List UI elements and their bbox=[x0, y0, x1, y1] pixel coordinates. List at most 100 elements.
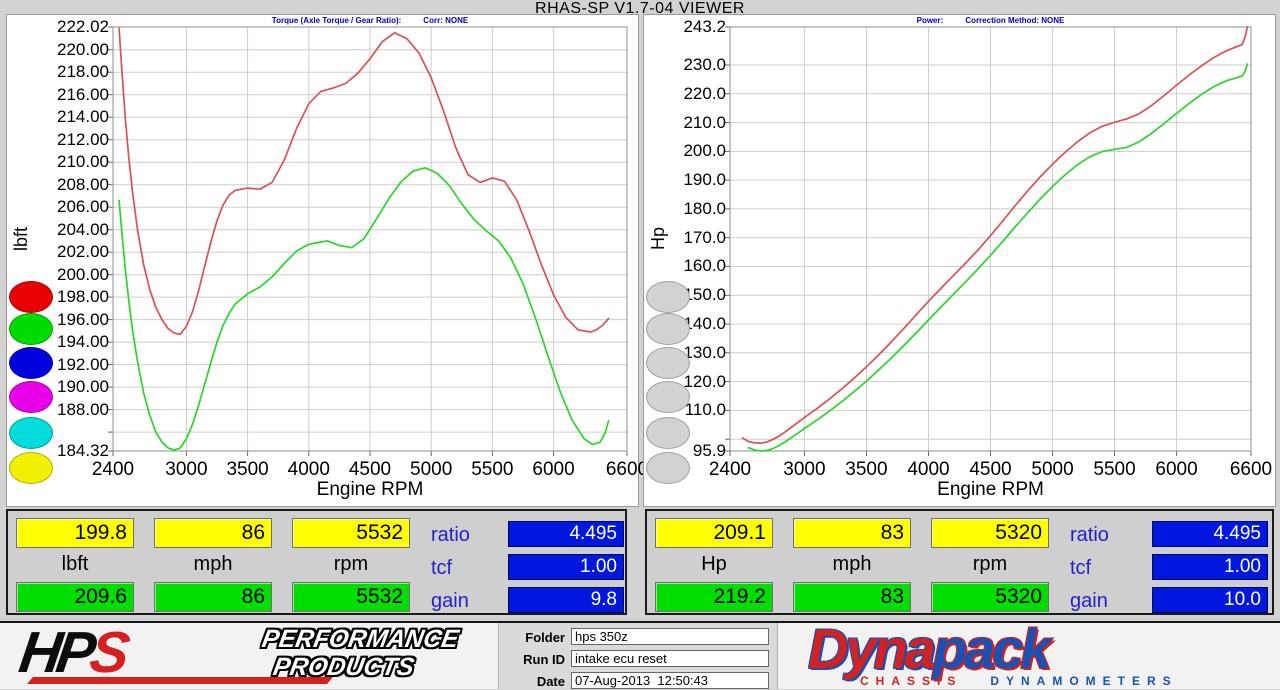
torque-series-green bbox=[118, 166, 610, 451]
date-label: Date bbox=[536, 674, 565, 689]
torque-header-label: Torque (Axle Torque / Gear Ratio): bbox=[271, 16, 402, 25]
x-tick-label: 6600 bbox=[1229, 459, 1273, 480]
torque-unit-label: lbft bbox=[61, 553, 89, 575]
power-plot-area[interactable] bbox=[725, 26, 1252, 456]
x-tick-label: 4000 bbox=[907, 459, 950, 480]
x-tick-label: 3000 bbox=[783, 459, 826, 480]
power-run2-mph: 83 bbox=[793, 582, 911, 612]
y-tick-label: 196.00 bbox=[57, 309, 109, 329]
x-tick-label: 4500 bbox=[969, 459, 1012, 480]
power-chart-header: Power: Correction Method: NONE bbox=[730, 16, 1251, 25]
y-tick-label: 192.00 bbox=[57, 354, 109, 374]
power-series-red bbox=[741, 26, 1249, 445]
gain-label: gain bbox=[431, 590, 469, 612]
x-tick-label: 4000 bbox=[287, 459, 330, 480]
tcf-value: 1.00 bbox=[1152, 554, 1268, 580]
dynapack-chassis-text: CHASSIS bbox=[860, 674, 963, 688]
channel-button-red[interactable] bbox=[9, 281, 53, 313]
torque-run2-value: 209.6 bbox=[16, 582, 134, 612]
y-tick-label: 198.00 bbox=[57, 287, 109, 307]
torque-chart-header: Torque (Axle Torque / Gear Ratio): Corr: … bbox=[113, 16, 627, 25]
y-tick-label: 180.0 bbox=[683, 198, 726, 218]
channel-button-gray-4[interactable] bbox=[646, 381, 690, 413]
channel-button-gray-6[interactable] bbox=[646, 452, 690, 484]
torque-chart-panel: Torque (Axle Torque / Gear Ratio): Corr: … bbox=[6, 14, 648, 507]
run-id-input[interactable] bbox=[571, 650, 769, 667]
app-title: RHAS-SP V1.7-04 VIEWER bbox=[535, 0, 745, 16]
y-tick-label: 216.00 bbox=[57, 84, 109, 104]
tcf-label: tcf bbox=[1070, 557, 1092, 579]
date-input[interactable] bbox=[571, 672, 769, 689]
y-tick-label: 160.0 bbox=[683, 256, 726, 276]
x-tick-label: 3500 bbox=[845, 459, 888, 480]
power-unit-label: Hp bbox=[701, 553, 727, 575]
x-tick-label: 6000 bbox=[1155, 459, 1198, 480]
channel-button-gray-1[interactable] bbox=[646, 281, 690, 313]
x-tick-label: 5000 bbox=[1031, 459, 1074, 480]
hps-hp-text: HP bbox=[15, 620, 96, 685]
channel-button-magenta[interactable] bbox=[9, 381, 53, 413]
torque-run1-mph: 86 bbox=[154, 518, 272, 548]
dynapack-pack-text: pack bbox=[932, 617, 1052, 680]
channel-button-gray-5[interactable] bbox=[646, 417, 690, 449]
power-corr-label: Correction Method: NONE bbox=[965, 16, 1065, 25]
ratio-value: 4.495 bbox=[1152, 521, 1268, 547]
y-tick-label: 206.00 bbox=[57, 197, 109, 217]
y-tick-label: 222.02 bbox=[57, 17, 109, 36]
power-header-label: Power: bbox=[916, 16, 944, 25]
footer: HPS PERFORMANCE PRODUCTS Folder Run ID D… bbox=[0, 617, 1280, 690]
y-tick-label: 95.9 bbox=[692, 441, 726, 460]
ratio-label: ratio bbox=[431, 524, 470, 546]
y-tick-label: 230.0 bbox=[683, 54, 726, 74]
y-tick-label: 184.32 bbox=[57, 441, 109, 460]
tcf-value: 1.00 bbox=[508, 554, 624, 580]
torque-x-axis-title: Engine RPM bbox=[316, 479, 424, 500]
dynapack-logo: Dynapack CHASSIS DYNAMOMETERS bbox=[808, 617, 1278, 690]
x-tick-label: 5500 bbox=[1093, 459, 1136, 480]
y-tick-label: 204.00 bbox=[57, 219, 109, 239]
folder-input[interactable] bbox=[571, 628, 769, 645]
torque-series-red bbox=[118, 27, 610, 336]
y-tick-label: 140.0 bbox=[683, 314, 726, 334]
channel-button-gray-3[interactable] bbox=[646, 347, 690, 379]
y-tick-label: 170.0 bbox=[683, 227, 726, 247]
y-tick-label: 218.00 bbox=[57, 62, 109, 82]
torque-run1-rpm: 5532 bbox=[292, 518, 410, 548]
y-tick-label: 220.00 bbox=[57, 39, 109, 59]
torque-y-axis-title: lbft bbox=[11, 227, 31, 252]
title-bar: RHAS-SP V1.7-04 VIEWER bbox=[0, 0, 1280, 16]
dynapack-logo-text: Dynapack bbox=[808, 616, 1052, 681]
ratio-value: 4.495 bbox=[508, 521, 624, 547]
y-tick-label: 212.00 bbox=[57, 129, 109, 149]
channel-button-blue[interactable] bbox=[9, 347, 53, 379]
mph-unit-label: mph bbox=[832, 553, 872, 575]
y-tick-label: 202.00 bbox=[57, 242, 109, 262]
torque-run2-mph: 86 bbox=[154, 582, 272, 612]
x-tick-label: 2400 bbox=[708, 459, 752, 480]
torque-run2-rpm: 5532 bbox=[292, 582, 410, 612]
torque-plot-area[interactable] bbox=[108, 26, 628, 456]
channel-button-gray-2[interactable] bbox=[646, 313, 690, 345]
hps-logo: HPS PERFORMANCE PRODUCTS bbox=[15, 620, 480, 687]
x-tick-label: 5000 bbox=[410, 459, 453, 480]
y-tick-label: 120.0 bbox=[683, 371, 726, 391]
y-tick-label: 220.0 bbox=[683, 83, 726, 103]
dynapack-dynamometers-text: DYNAMOMETERS bbox=[990, 674, 1178, 688]
hps-tagline: PERFORMANCE PRODUCTS bbox=[255, 625, 461, 681]
channel-button-yellow[interactable] bbox=[9, 452, 53, 484]
channel-button-green[interactable] bbox=[9, 313, 53, 345]
gain-label: gain bbox=[1070, 590, 1108, 612]
channel-button-cyan[interactable] bbox=[9, 417, 53, 449]
power-run1-rpm: 5320 bbox=[931, 518, 1049, 548]
x-tick-label: 4500 bbox=[348, 459, 392, 480]
power-run2-value: 219.2 bbox=[655, 582, 773, 612]
x-tick-label: 3500 bbox=[226, 459, 269, 480]
mph-unit-label: mph bbox=[193, 553, 233, 575]
x-tick-label: 6000 bbox=[532, 459, 575, 480]
dynapack-dyna-text: Dyna bbox=[808, 617, 936, 680]
ratio-label: ratio bbox=[1070, 524, 1109, 546]
folder-label: Folder bbox=[525, 630, 565, 645]
y-tick-label: 190.00 bbox=[57, 377, 109, 397]
y-tick-label: 243.2 bbox=[683, 17, 726, 36]
power-run2-rpm: 5320 bbox=[931, 582, 1049, 612]
